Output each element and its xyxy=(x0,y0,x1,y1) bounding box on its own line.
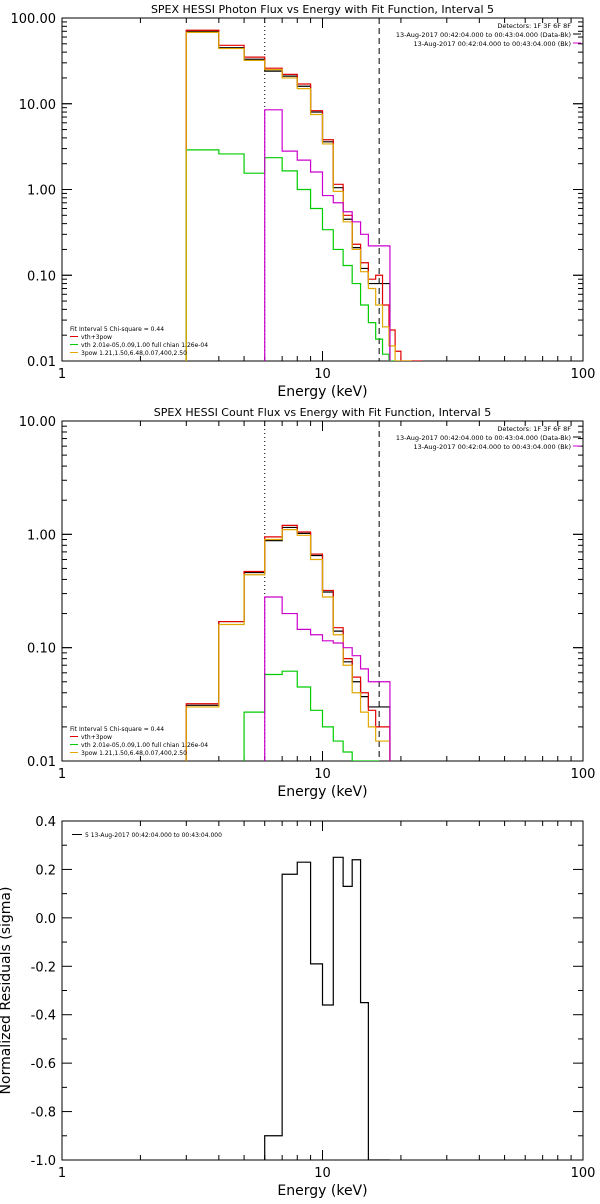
y-tick-label: 0.01 xyxy=(27,355,56,370)
legend-line: Fit Interval 5 Chi-square = 0.44 xyxy=(70,726,164,733)
y-tick-label: 0.01 xyxy=(27,755,56,770)
series-1-bk xyxy=(264,109,391,361)
header-line: 13-Aug-2017 00:42:04.000 to 00:43:04.000… xyxy=(396,434,571,442)
y-axis-label-3: Normalized Residuals (sigma) xyxy=(0,887,14,1095)
y-tick-label: 0.2 xyxy=(35,863,56,878)
series-1-data-bk xyxy=(185,30,391,361)
y-tick-label: 100.00 xyxy=(11,12,57,27)
series-2-data-bk xyxy=(185,526,391,761)
x-axis-label-2: Energy (keV) xyxy=(277,784,367,800)
x-tick-label: 100 xyxy=(571,1166,596,1181)
x-axis-label-3: Energy (keV) xyxy=(277,1183,367,1199)
x-tick-label: 1 xyxy=(58,767,66,782)
x-tick-label: 100 xyxy=(571,767,596,782)
y-tick-label: 0.4 xyxy=(35,815,56,830)
x-tick-label: 10 xyxy=(314,367,331,382)
x-tick-label: 10 xyxy=(314,1166,331,1181)
legend-line: vth 2.01e-05,0.09,1.00 full chian 1.26e-… xyxy=(81,342,208,349)
x-axis-label-1: Energy (keV) xyxy=(277,384,367,400)
series-1-3pow xyxy=(185,31,412,361)
y-tick-label: 10.00 xyxy=(19,98,56,113)
series-2-vth xyxy=(243,670,380,761)
y-tick-label: -1.0 xyxy=(31,1154,56,1169)
legend-line: 3pow 1.21,1.50,6.48,0.07,400,2.50 xyxy=(81,750,187,757)
y-tick-label: -0.6 xyxy=(31,1057,56,1072)
header-line: 13-Aug-2017 00:42:04.000 to 00:43:04.000… xyxy=(396,31,571,39)
legend-line: Fit Interval 5 Chi-square = 0.44 xyxy=(70,326,164,333)
series-2-3pow xyxy=(185,529,391,761)
y-tick-label: -0.4 xyxy=(31,1009,56,1024)
series-1-vth xyxy=(185,149,400,361)
legend-line: 5 13-Aug-2017 00:42:04.000 to 00:43:04.0… xyxy=(85,832,222,839)
y-tick-label: 0.10 xyxy=(27,269,56,284)
y-tick-label: -0.8 xyxy=(31,1106,56,1121)
header-line: 13-Aug-2017 00:42:04.000 to 00:43:04.000… xyxy=(414,40,571,48)
y-tick-label: 0.10 xyxy=(27,642,56,657)
legend-line: vth 2.01e-05,0.09,1.00 full chian 1.26e-… xyxy=(81,742,208,749)
series-1-vth-3pow xyxy=(185,29,423,361)
series-2-bk xyxy=(264,596,391,761)
chart-title-2: SPEX HESSI Count Flux vs Energy with Fit… xyxy=(154,406,491,419)
y-tick-label: 1.00 xyxy=(27,528,56,543)
y-tick-label: 1.00 xyxy=(27,184,56,199)
y-tick-label: 10.00 xyxy=(19,415,56,430)
x-tick-label: 1 xyxy=(58,367,66,382)
y-tick-label: -0.2 xyxy=(31,960,56,975)
chart-title-1: SPEX HESSI Photon Flux vs Energy with Fi… xyxy=(151,3,494,16)
legend-line: vth+3pow xyxy=(81,334,112,341)
header-line: Detectors: 1F 3F 6F 8F xyxy=(497,22,571,30)
series-2-vth-3pow xyxy=(185,524,391,761)
x-tick-label: 10 xyxy=(314,767,331,782)
legend-line: vth+3pow xyxy=(81,734,112,741)
legend-line: 3pow 1.21,1.50,6.48,0.07,400,2.50 xyxy=(81,350,187,357)
series-3-5-13-aug-2017-00-42-04-000-to-00-43-04-000 xyxy=(264,856,390,1160)
x-tick-label: 100 xyxy=(571,367,596,382)
header-line: 13-Aug-2017 00:42:04.000 to 00:43:04.000… xyxy=(414,443,571,451)
y-tick-label: 0.0 xyxy=(35,912,56,927)
x-tick-label: 1 xyxy=(58,1166,66,1181)
header-line: Detectors: 1F 3F 6F 8F xyxy=(497,425,571,433)
